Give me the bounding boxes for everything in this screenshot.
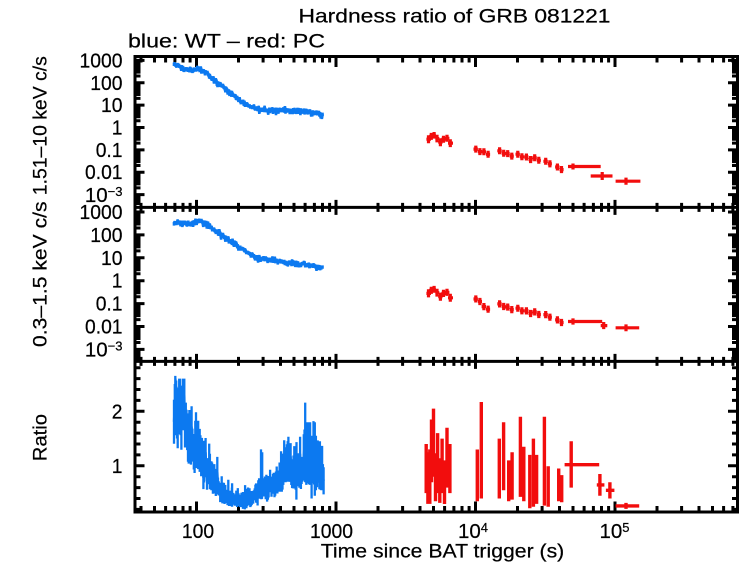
svg-text:100: 100 (90, 72, 122, 95)
svg-text:100: 100 (182, 520, 214, 543)
svg-text:0.01: 0.01 (85, 316, 123, 339)
svg-text:10: 10 (101, 247, 123, 270)
svg-text:Time since BAT trigger (s): Time since BAT trigger (s) (321, 542, 565, 563)
svg-text:Hardness ratio of GRB 081221: Hardness ratio of GRB 081221 (299, 7, 611, 28)
svg-text:blue: WT – red: PC: blue: WT – red: PC (128, 32, 325, 53)
svg-text:0.3–1.5 keV c/s: 0.3–1.5 keV c/s (31, 201, 52, 347)
svg-text:1: 1 (112, 270, 123, 293)
svg-text:2: 2 (112, 400, 123, 423)
svg-text:1000: 1000 (310, 520, 353, 543)
svg-text:100: 100 (90, 224, 122, 247)
svg-text:1000: 1000 (80, 201, 123, 224)
svg-text:1: 1 (112, 455, 123, 478)
svg-text:104: 104 (458, 520, 488, 543)
svg-text:1.51–10 keV c/s: 1.51–10 keV c/s (31, 56, 52, 195)
svg-text:10−3: 10−3 (85, 184, 123, 207)
svg-text:0.1: 0.1 (96, 139, 123, 162)
svg-text:0.01: 0.01 (85, 161, 123, 184)
svg-text:1000: 1000 (80, 49, 123, 72)
svg-text:1: 1 (112, 117, 123, 140)
svg-text:105: 105 (599, 520, 629, 543)
svg-text:10: 10 (101, 94, 123, 117)
svg-text:Ratio: Ratio (31, 414, 52, 461)
svg-text:0.1: 0.1 (96, 293, 123, 316)
